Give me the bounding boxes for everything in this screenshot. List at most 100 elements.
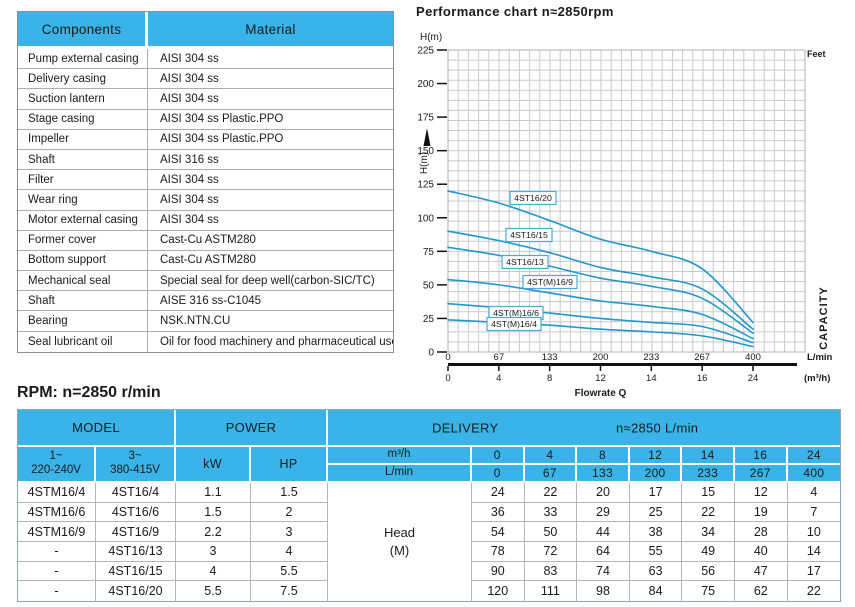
head-label-cell: Head (M)	[328, 483, 472, 602]
head-value: 50	[524, 522, 578, 543]
head-value: 38	[629, 522, 683, 543]
head-value: 55	[629, 542, 683, 562]
y-tick-label: 25	[423, 314, 435, 325]
x-tick-label-lmin: 67	[494, 352, 505, 363]
head-value: 15	[682, 483, 735, 503]
x-tick-label-m3h: 0	[445, 373, 450, 384]
curve-4ST16/15	[447, 230, 754, 330]
x-tick-label-lmin: 133	[542, 352, 558, 363]
power-group-header: POWER	[176, 410, 328, 447]
head-value: 62	[734, 581, 788, 602]
component-name: Stage casing	[18, 109, 148, 130]
flow-lmin-value: 400	[787, 465, 841, 483]
flow-lmin-value: 133	[577, 465, 630, 483]
material-value: AISI 304 ss	[148, 211, 393, 231]
model-single-phase: -	[18, 581, 96, 602]
curve-label: 4ST16/15	[510, 230, 548, 240]
material-value: Cast-Cu ASTM280	[148, 231, 393, 251]
x-unit-lmin: L/min	[807, 352, 833, 363]
power-kw-value: 1.5	[176, 502, 251, 523]
curve-label: 4ST16/13	[506, 257, 544, 267]
material-value: AISI 304 ss	[148, 89, 393, 110]
head-value: 25	[629, 502, 683, 523]
material-value: AISE 316 ss-C1045	[148, 291, 393, 312]
model-single-phase: -	[18, 561, 96, 582]
power-kw-value: 5.5	[176, 581, 251, 602]
component-name: Wear ring	[18, 190, 148, 211]
head-value: 19	[734, 502, 788, 523]
y-axis-unit-top: H(m)	[420, 32, 442, 43]
power-kw-value: 3	[176, 542, 251, 562]
head-value: 36	[472, 502, 525, 523]
head-value: 10	[787, 522, 841, 543]
model-group-header: MODEL	[18, 410, 176, 447]
head-value: 54	[472, 522, 525, 543]
head-value: 63	[629, 561, 683, 582]
head-value: 64	[577, 542, 630, 562]
head-value: 33	[524, 502, 578, 523]
model-three-phase: 4ST16/15	[96, 561, 176, 582]
flow-lmin-value: 0	[472, 465, 525, 483]
flow-m3h-value: 8	[577, 447, 630, 465]
y-tick-label: 50	[423, 280, 435, 291]
y-tick-label: 150	[417, 146, 434, 157]
components-column-header: Components	[18, 12, 148, 49]
hp-header: HP	[251, 447, 328, 483]
curve-label-box	[522, 274, 578, 290]
model-single-phase: -	[18, 542, 96, 562]
curve-4ST(M)16/9	[447, 278, 754, 340]
component-name: Motor external casing	[18, 210, 148, 231]
flow-m3h-value: 16	[734, 447, 788, 465]
model-three-phase: 4ST16/13	[96, 542, 176, 562]
head-value: 56	[682, 561, 735, 582]
head-value: 44	[577, 522, 630, 543]
x-tick-label-lmin: 0	[445, 352, 450, 363]
curve-4ST16/20	[447, 190, 754, 324]
model-three-phase: 4ST16/6	[96, 502, 176, 523]
lmin-row-header: L/min	[328, 465, 472, 483]
flow-lmin-value: 267	[734, 465, 788, 483]
up-arrow-icon	[423, 128, 431, 146]
head-value: 17	[787, 561, 841, 582]
power-hp-value: 1.5	[251, 483, 328, 503]
head-value: 17	[629, 483, 683, 503]
head-value: 22	[682, 502, 735, 523]
delivery-label: DELIVERY	[432, 420, 499, 435]
head-value: 78	[472, 542, 525, 562]
flow-m3h-value: 12	[629, 447, 683, 465]
single-phase-header: 1~ 220-240V	[18, 447, 96, 483]
head-value: 22	[524, 483, 578, 503]
power-hp-value: 3	[251, 522, 328, 543]
model-single-phase: 4STM16/6	[18, 502, 96, 523]
material-value: Oil for food machinery and pharmaceutica…	[160, 335, 393, 348]
power-kw-value: 2.2	[176, 522, 251, 543]
material-value: AISI 304 ss	[148, 49, 393, 70]
flow-lmin-value: 200	[629, 465, 683, 483]
power-hp-value: 4	[251, 542, 328, 562]
curve-label: 4ST(M)16/9	[527, 277, 573, 287]
material-value: Special seal for deep well(carbon-SIC/TC…	[148, 271, 393, 292]
component-name: Bottom support	[18, 250, 148, 272]
y-tick-label: 225	[417, 46, 434, 57]
flow-m3h-value: 14	[682, 447, 735, 465]
model-three-phase: 4ST16/9	[96, 522, 176, 543]
material-value: AISI 304 ss	[148, 190, 393, 211]
material-value: AISI 304 ss	[148, 69, 393, 90]
power-kw-value: 4	[176, 561, 251, 582]
head-value: 49	[682, 542, 735, 562]
model-three-phase: 4ST16/4	[96, 483, 176, 503]
head-value: 90	[472, 561, 525, 582]
material-value: Cast-Cu ASTM280	[148, 251, 393, 272]
delivery-group-header: DELIVERY n≈2850 L/min	[328, 410, 841, 447]
flow-m3h-value: 4	[524, 447, 578, 465]
component-name: Former cover	[18, 230, 148, 251]
right-unit-feet: Feet	[807, 49, 826, 59]
component-name: Bearing	[18, 311, 148, 332]
capacity-label: CAPACITY	[818, 286, 830, 349]
component-name: Impeller	[18, 129, 148, 150]
x-tick-label-lmin: 267	[694, 352, 710, 363]
x-tick-label-m3h: 14	[646, 373, 657, 384]
curve-label: 4ST(M)16/4	[491, 319, 537, 329]
head-value: 111	[524, 581, 578, 602]
